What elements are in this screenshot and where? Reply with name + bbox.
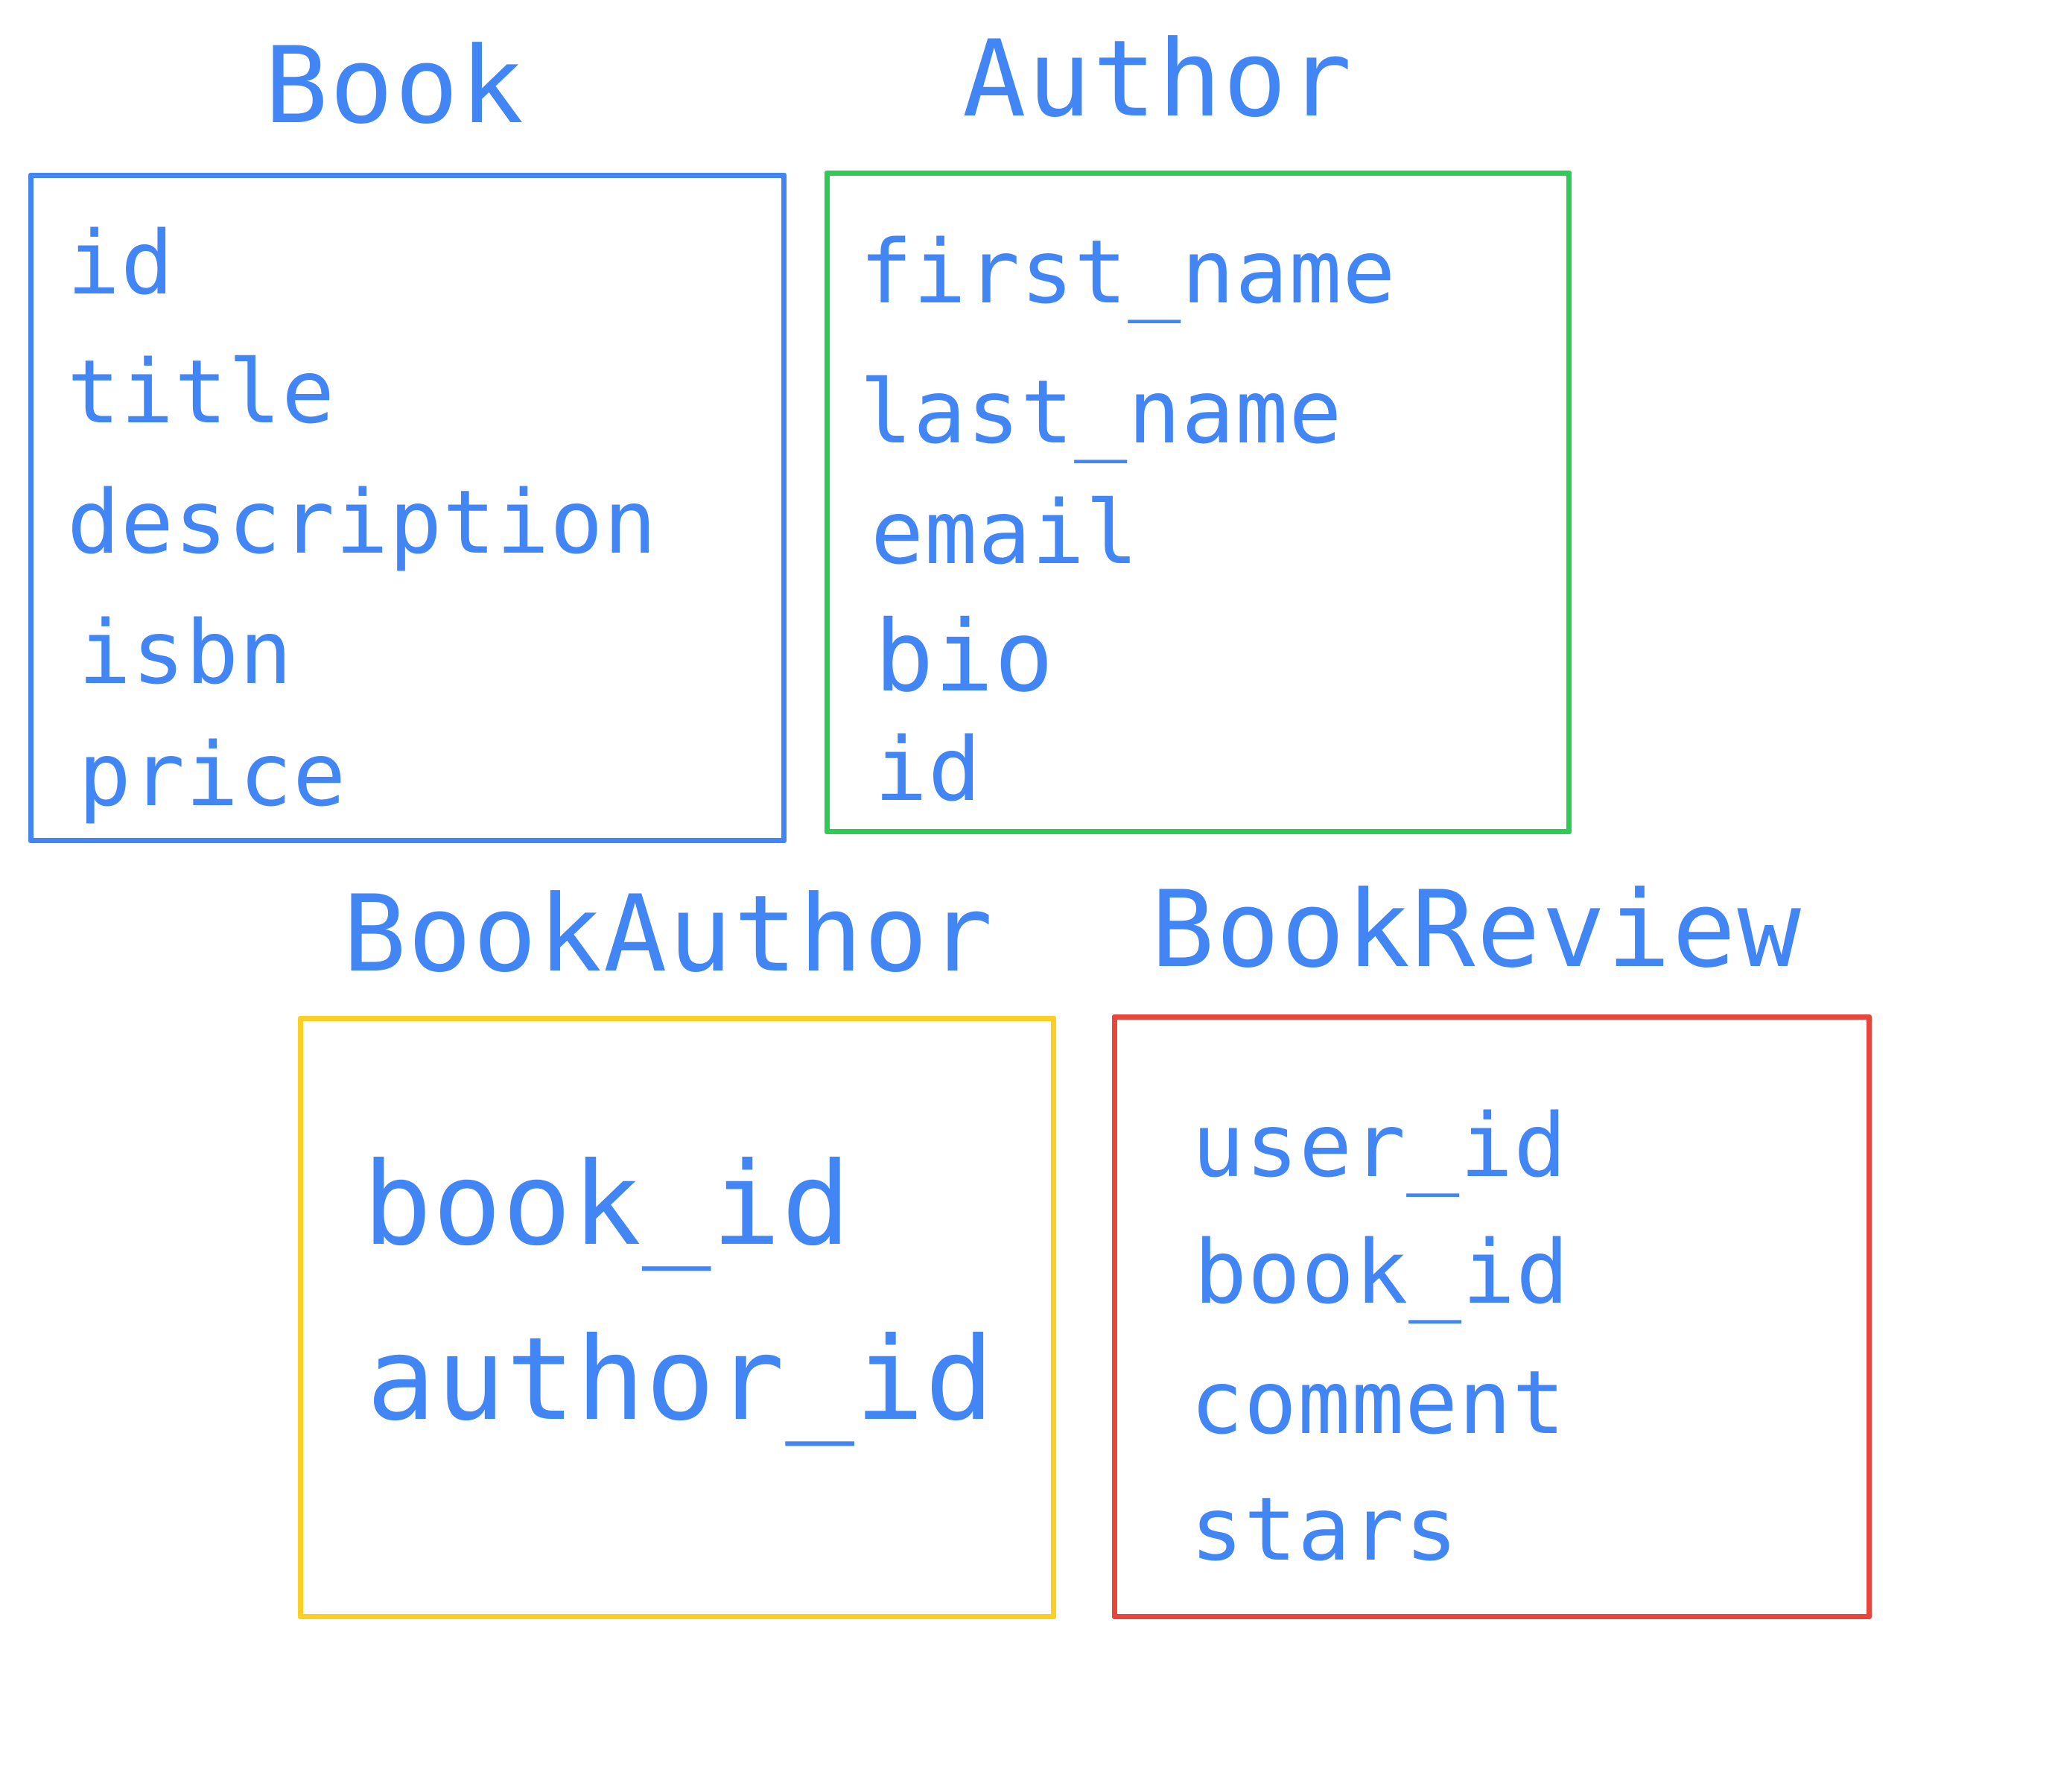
book-entity-box: id title description isbn price — [28, 173, 787, 843]
bookreview-entity-title: BookReview — [1151, 868, 1802, 991]
bookauthor-entity-box: book_id author_id — [298, 1016, 1056, 1619]
book-entity-title: Book — [264, 25, 525, 147]
book-field-price: price — [78, 723, 347, 826]
bookreview-entity-box: user_id book_id comment stars — [1112, 1014, 1872, 1619]
bookreview-field-stars: stars — [1190, 1478, 1459, 1580]
bookreview-field-book-id: book_id — [1194, 1221, 1570, 1324]
book-field-isbn: isbn — [78, 601, 293, 704]
bookreview-field-user-id: user_id — [1192, 1094, 1568, 1197]
author-entity-title: Author — [962, 18, 1353, 141]
book-field-description: description — [67, 471, 658, 573]
author-field-id: id — [874, 718, 982, 821]
bookauthor-field-author-id: author_id — [366, 1313, 995, 1446]
book-field-title: title — [67, 340, 336, 443]
bookauthor-field-book-id: book_id — [363, 1138, 852, 1271]
author-entity-box: first_name last_name email bio id — [825, 171, 1572, 834]
bookreview-field-comment: comment — [1190, 1351, 1566, 1454]
book-field-id: id — [67, 212, 175, 314]
author-field-first-name: first_name — [860, 220, 1397, 323]
author-field-last-name: last_name — [860, 360, 1343, 463]
author-field-bio: bio — [874, 600, 1055, 714]
bookauthor-entity-title: BookAuthor — [343, 873, 994, 996]
author-field-email: email — [871, 481, 1140, 584]
